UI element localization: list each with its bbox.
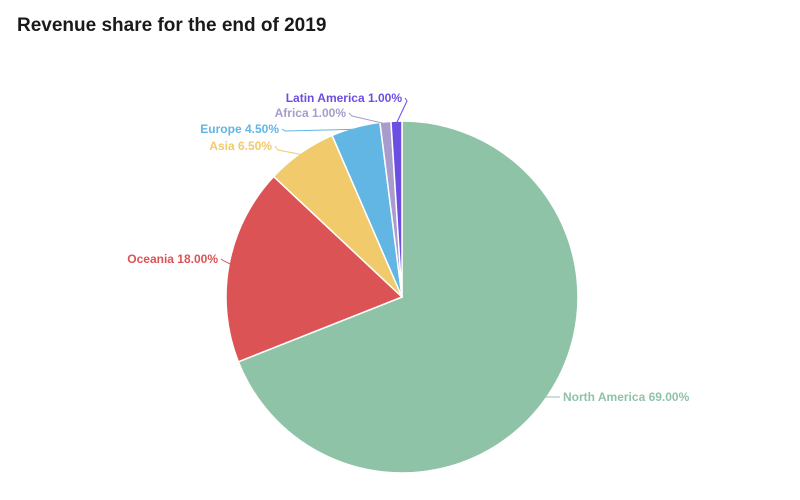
slice-label-africa: Africa 1.00%	[275, 106, 347, 120]
leader-line-europe	[281, 128, 357, 132]
leader-line-asia	[274, 145, 302, 156]
leader-line-north-america	[544, 394, 560, 398]
slice-label-latin-america: Latin America 1.00%	[286, 91, 403, 105]
chart-title: Revenue share for the end of 2019	[17, 15, 327, 36]
leader-line-latin-america	[396, 97, 408, 124]
pie-slice-north-america	[237, 120, 579, 474]
pie-leader-lines	[220, 97, 560, 398]
slice-label-oceania: Oceania 18.00%	[127, 252, 218, 266]
pie-labels: North America 69.00% Oceania 18.00% Asia 6…	[127, 91, 689, 404]
slice-label-north-america: North America 69.00%	[563, 390, 690, 404]
slice-label-asia: Asia 6.50%	[209, 139, 272, 153]
leader-line-oceania	[220, 258, 232, 265]
slice-label-europe: Europe 4.50%	[200, 122, 279, 136]
leader-line-africa	[348, 112, 386, 125]
pie-slices	[225, 120, 579, 474]
pie-slice-latin-america	[390, 120, 403, 298]
